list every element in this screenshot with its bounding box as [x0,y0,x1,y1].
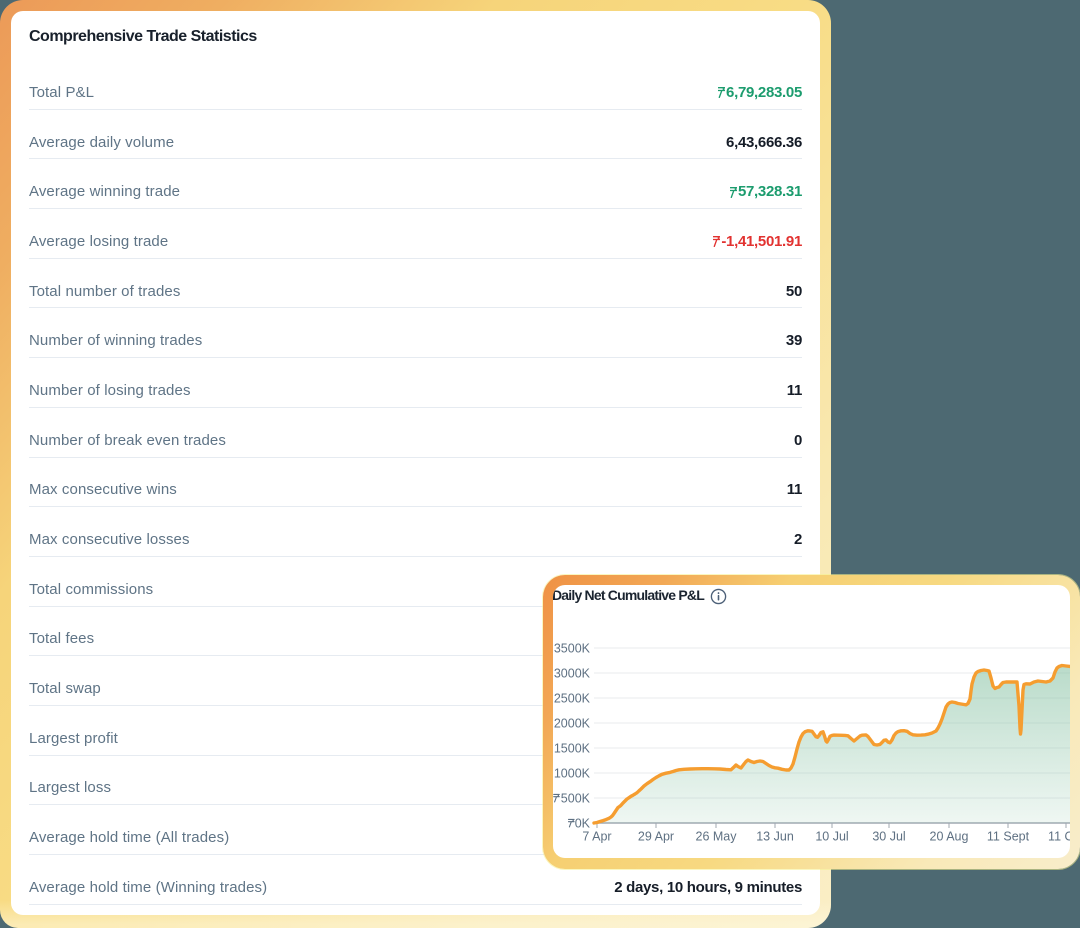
svg-text:26 May: 26 May [696,830,738,844]
svg-text:7 Apr: 7 Apr [582,830,611,844]
svg-text:11 Sept: 11 Sept [987,830,1030,844]
svg-text:2500K: 2500K [554,691,591,705]
svg-text:3500K: 3500K [554,641,591,655]
svg-text:2000K: 2000K [554,716,591,730]
svg-text:30 Jul: 30 Jul [872,830,905,844]
svg-text:10 Jul: 10 Jul [815,830,848,844]
svg-text:13 Jun: 13 Jun [756,830,794,844]
svg-text:0K: 0K [575,816,591,830]
svg-text:29 Apr: 29 Apr [638,830,674,844]
svg-text:1000K: 1000K [554,766,591,780]
svg-text:11 Oct: 11 Oct [1048,830,1070,844]
svg-text:1500K: 1500K [554,741,591,755]
svg-text:3000K: 3000K [554,666,591,680]
svg-text:20 Aug: 20 Aug [930,830,969,844]
svg-text:500K: 500K [561,791,591,805]
